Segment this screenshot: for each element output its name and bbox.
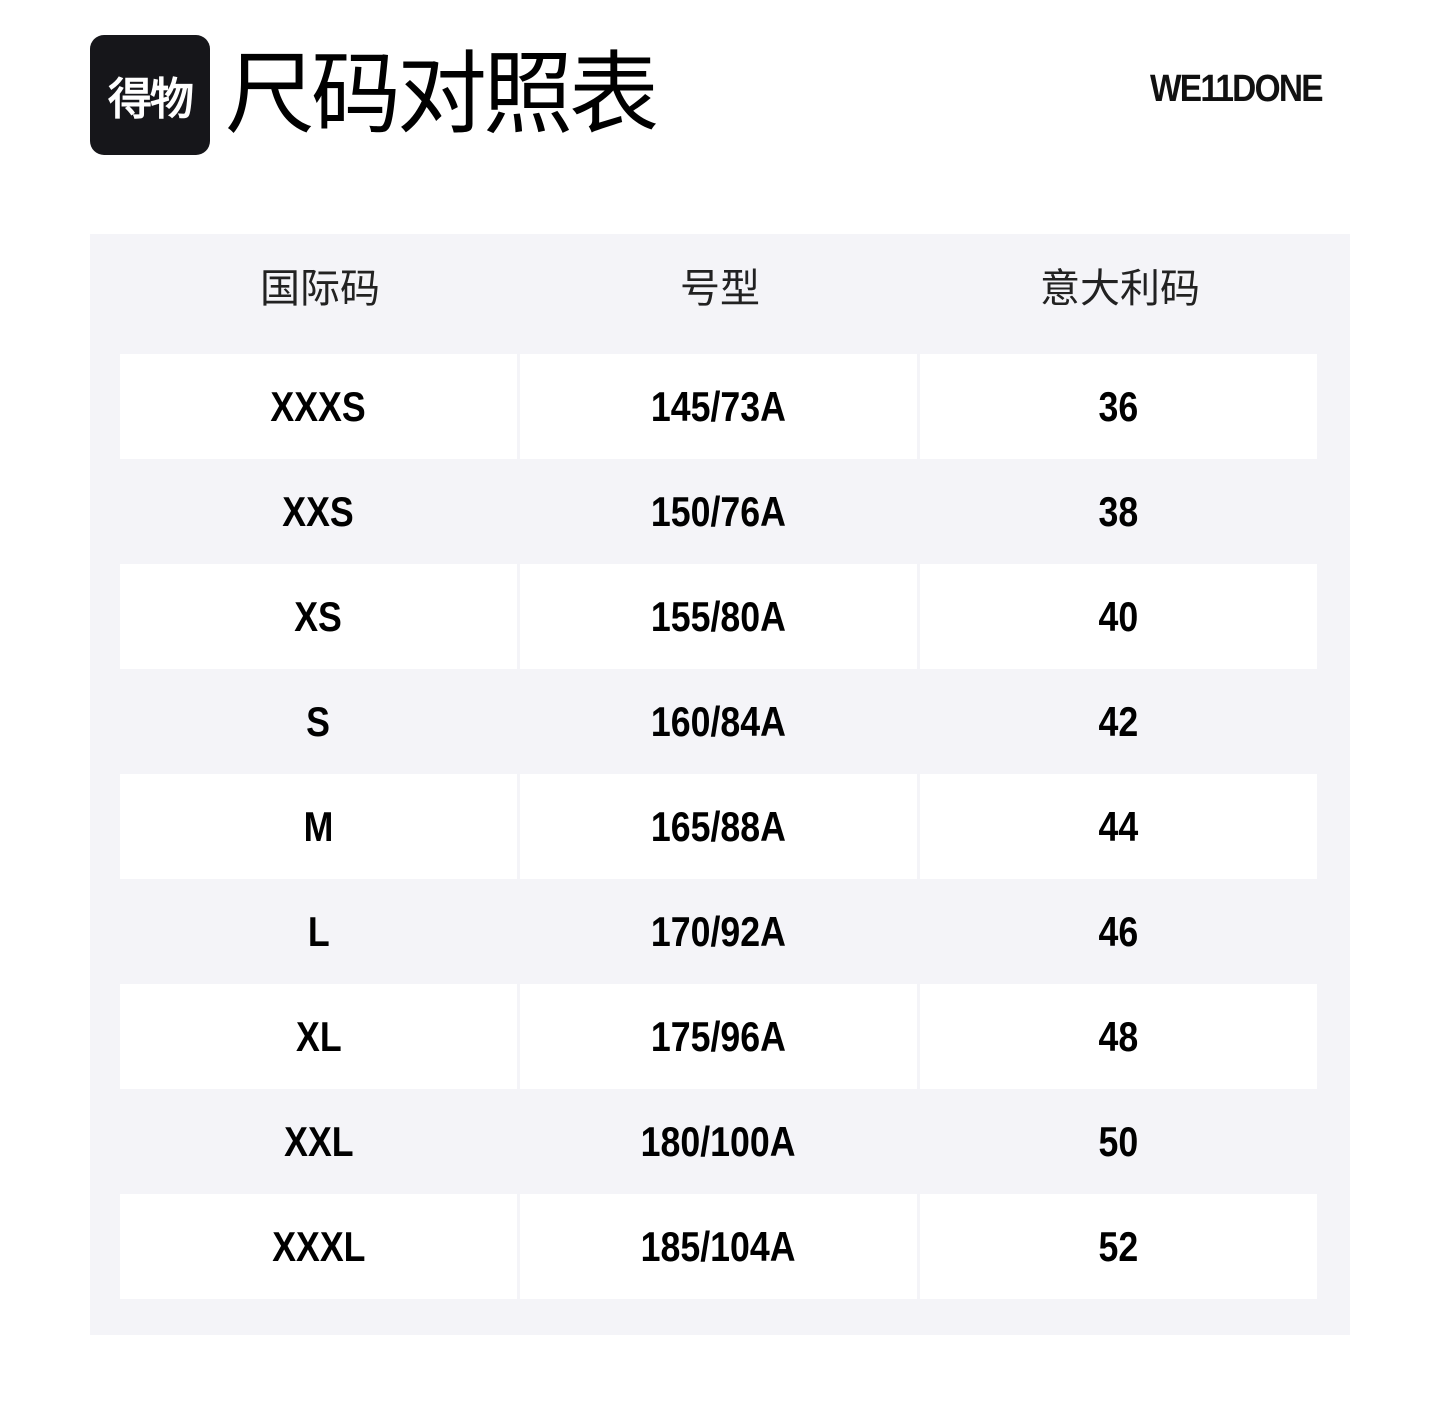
- table-cell: 44: [920, 774, 1317, 879]
- cell-text: 180/100A: [641, 1117, 796, 1165]
- table-cell: 46: [920, 879, 1317, 984]
- cell-text: 44: [1098, 802, 1139, 850]
- cell-text: 46: [1098, 907, 1139, 955]
- table-cell: XXXS: [120, 354, 517, 459]
- dewu-logo: 得物: [90, 35, 210, 155]
- cell-text: 42: [1098, 697, 1139, 745]
- cell-text: XL: [295, 1012, 342, 1060]
- table-cell: 160/84A: [520, 669, 917, 774]
- table-row: XXXS 145/73A 36: [120, 354, 1317, 459]
- table-header: 国际码 号型 意大利码: [120, 234, 1320, 354]
- cell-text: 165/88A: [651, 802, 786, 850]
- table-row: XS 155/80A 40: [120, 564, 1317, 669]
- table-cell: 38: [920, 459, 1317, 564]
- size-table: 国际码 号型 意大利码 XXXS 145/73A 36 XXS 150/76A 38 XS 1…: [90, 234, 1350, 1335]
- table-row: L 170/92A 46: [120, 879, 1317, 984]
- cell-text: 170/92A: [651, 907, 786, 955]
- table-cell: 50: [920, 1089, 1317, 1194]
- table-cell: XXXL: [120, 1194, 517, 1299]
- cell-text: XXXL: [271, 1222, 366, 1270]
- table-cell: XXL: [120, 1089, 517, 1194]
- table-cell: 145/73A: [520, 354, 917, 459]
- table-cell: 155/80A: [520, 564, 917, 669]
- table-row: XXXL 185/104A 52: [120, 1194, 1317, 1299]
- column-header: 号型: [680, 267, 760, 311]
- table-cell: 48: [920, 984, 1317, 1089]
- cell-text: XXXS: [270, 382, 367, 430]
- cell-text: 52: [1098, 1222, 1139, 1270]
- table-cell: 36: [920, 354, 1317, 459]
- table-row: S 160/84A 42: [120, 669, 1317, 774]
- cell-text: 185/104A: [641, 1222, 796, 1270]
- table-cell: 150/76A: [520, 459, 917, 564]
- table-cell: 40: [920, 564, 1317, 669]
- table-row: XXS 150/76A 38: [120, 459, 1317, 564]
- table-cell: 52: [920, 1194, 1317, 1299]
- table-cell: XXS: [120, 459, 517, 564]
- cell-text: 38: [1098, 487, 1139, 535]
- table-row: XL 175/96A 48: [120, 984, 1317, 1089]
- table-cell: 170/92A: [520, 879, 917, 984]
- table-cell: L: [120, 879, 517, 984]
- table-cell: 42: [920, 669, 1317, 774]
- cell-text: 155/80A: [651, 592, 786, 640]
- table-cell: 180/100A: [520, 1089, 917, 1194]
- cell-text: XXL: [283, 1117, 354, 1165]
- cell-text: 40: [1098, 592, 1139, 640]
- table-body: XXXS 145/73A 36 XXS 150/76A 38 XS 155/80A 40 S 160…: [120, 354, 1317, 1299]
- table-cell: S: [120, 669, 517, 774]
- cell-text: 150/76A: [651, 487, 786, 535]
- table-cell: XL: [120, 984, 517, 1089]
- table-row: M 165/88A 44: [120, 774, 1317, 879]
- table-cell: M: [120, 774, 517, 879]
- cell-text: S: [306, 697, 331, 745]
- cell-text: M: [303, 802, 334, 850]
- cell-text: L: [307, 907, 330, 955]
- table-cell: 165/88A: [520, 774, 917, 879]
- table-cell: XS: [120, 564, 517, 669]
- cell-text: 48: [1098, 1012, 1139, 1060]
- table-cell: 175/96A: [520, 984, 917, 1089]
- table-row: XXL 180/100A 50: [120, 1089, 1317, 1194]
- table-cell: 185/104A: [520, 1194, 917, 1299]
- column-header: 意大利码: [1040, 267, 1200, 311]
- cell-text: XS: [294, 592, 343, 640]
- cell-text: 160/84A: [651, 697, 786, 745]
- cell-text: 50: [1098, 1117, 1139, 1165]
- cell-text: 175/96A: [651, 1012, 786, 1060]
- column-header: 国际码: [260, 267, 380, 311]
- logo-text: 得物: [108, 75, 194, 124]
- brand-logo: WE11DONE: [1150, 68, 1324, 110]
- page-title: 尺码对照表: [225, 45, 659, 145]
- cell-text: XXS: [282, 487, 355, 535]
- cell-text: 36: [1098, 382, 1139, 430]
- cell-text: 145/73A: [651, 382, 786, 430]
